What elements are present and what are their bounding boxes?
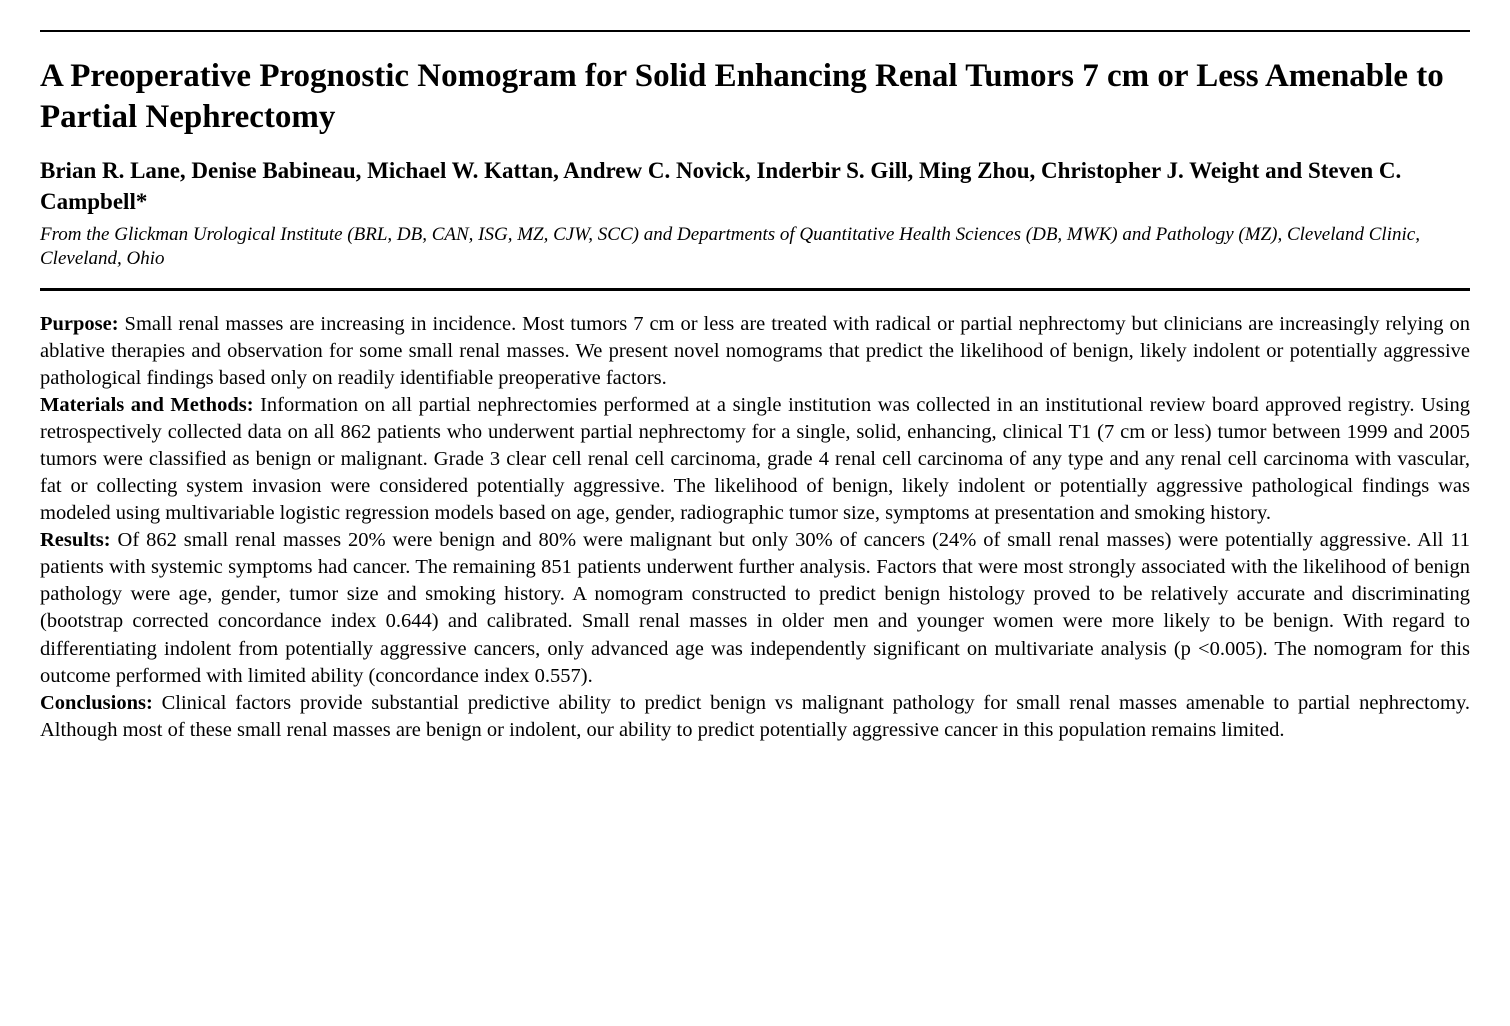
abstract-conclusions: Conclusions: Clinical factors provide su…	[40, 690, 1470, 744]
mid-horizontal-rule	[40, 288, 1470, 291]
methods-text: Information on all partial nephrectomies…	[40, 394, 1470, 524]
top-horizontal-rule	[40, 30, 1470, 32]
methods-label: Materials and Methods:	[40, 394, 254, 416]
conclusions-label: Conclusions:	[40, 692, 153, 714]
conclusions-text: Clinical factors provide substantial pre…	[40, 692, 1470, 741]
results-label: Results:	[40, 529, 111, 551]
purpose-text: Small renal masses are increasing in inc…	[40, 313, 1470, 389]
authors-list: Brian R. Lane, Denise Babineau, Michael …	[40, 155, 1470, 217]
abstract-results: Results: Of 862 small renal masses 20% w…	[40, 527, 1470, 689]
article-title: A Preoperative Prognostic Nomogram for S…	[40, 56, 1470, 139]
abstract-methods: Materials and Methods: Information on al…	[40, 392, 1470, 527]
purpose-label: Purpose:	[40, 313, 119, 335]
affiliation-text: From the Glickman Urological Institute (…	[40, 223, 1470, 272]
results-text: Of 862 small renal masses 20% were benig…	[40, 529, 1470, 686]
abstract-purpose: Purpose: Small renal masses are increasi…	[40, 311, 1470, 392]
abstract-block: Purpose: Small renal masses are increasi…	[40, 311, 1470, 744]
